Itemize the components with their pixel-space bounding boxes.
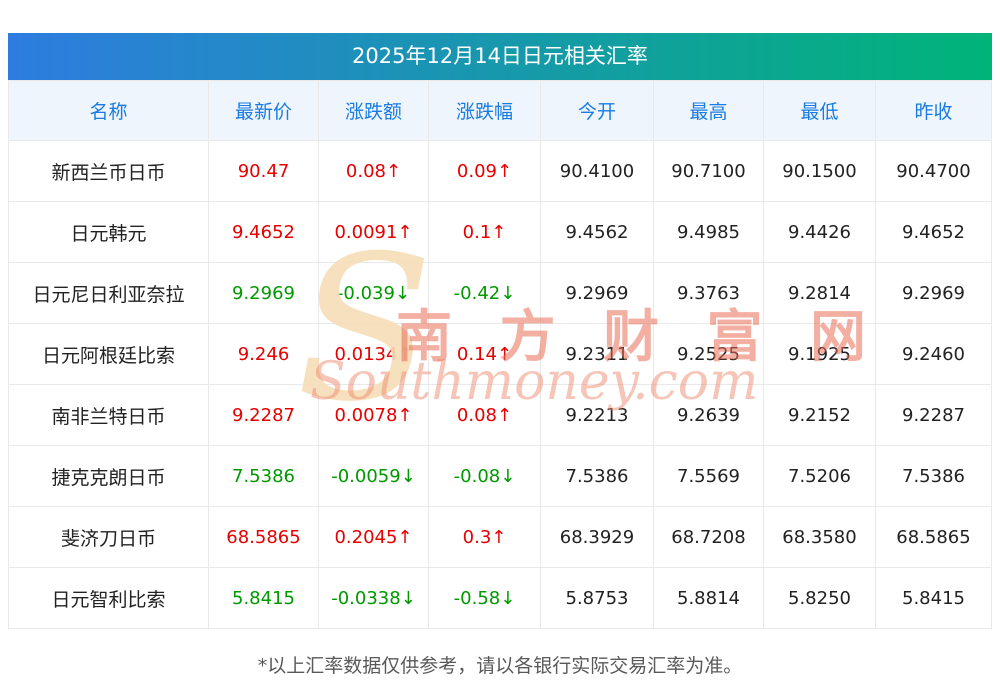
table-row: 斐济刀日币 68.5865 0.2045↑ 0.3↑ 68.3929 68.7208 68.…: [8, 506, 992, 568]
table-row: 日元阿根廷比索 9.246 0.0134↑ 0.14↑ 9.2311 9.2525 9.19…: [8, 323, 992, 385]
value-cell: 9.2287: [208, 384, 319, 446]
currency-name: 日元韩元: [8, 201, 209, 263]
value-cell: 90.1500: [763, 140, 876, 202]
column-header-7: 昨收: [875, 80, 992, 141]
value-cell: 9.4562: [540, 201, 654, 263]
value-cell: 7.5386: [875, 445, 992, 507]
value-cell: 0.14↑: [428, 323, 541, 385]
currency-name: 新西兰币日币: [8, 140, 209, 202]
value-cell: -0.08↓: [428, 445, 541, 507]
value-cell: 90.7100: [653, 140, 764, 202]
value-cell: 9.2213: [540, 384, 654, 446]
table-header-row: 名称 最新价 涨跌额 涨跌幅 今开 最高 最低 昨收: [8, 80, 992, 141]
value-cell: -0.58↓: [428, 567, 541, 629]
value-cell: 90.47: [208, 140, 319, 202]
value-cell: 5.8753: [540, 567, 654, 629]
currency-name: 日元阿根廷比索: [8, 323, 209, 385]
rates-table-wrap: 名称 最新价 涨跌额 涨跌幅 今开 最高 最低 昨收 新西兰币日币 90.47 0.08↑ 0.09…: [8, 80, 992, 629]
value-cell: 68.3929: [540, 506, 654, 568]
column-header-5: 最高: [653, 80, 764, 141]
column-header-3: 涨跌幅: [428, 80, 541, 141]
column-header-4: 今开: [540, 80, 654, 141]
value-cell: 9.2460: [875, 323, 992, 385]
value-cell: 5.8814: [653, 567, 764, 629]
value-cell: 9.1925: [763, 323, 876, 385]
table-row: 新西兰币日币 90.47 0.08↑ 0.09↑ 90.4100 90.7100 90.15…: [8, 140, 992, 202]
value-cell: 0.08↑: [428, 384, 541, 446]
table-header: 名称 最新价 涨跌额 涨跌幅 今开 最高 最低 昨收: [8, 80, 992, 141]
value-cell: 9.2152: [763, 384, 876, 446]
value-cell: 9.2311: [540, 323, 654, 385]
value-cell: 9.4652: [208, 201, 319, 263]
value-cell: 68.5865: [208, 506, 319, 568]
currency-name: 南非兰特日币: [8, 384, 209, 446]
value-cell: 0.3↑: [428, 506, 541, 568]
value-cell: 7.5386: [540, 445, 654, 507]
page: 2025年12月14日日元相关汇率 名称 最新价 涨跌额 涨跌幅 今开 最高 最低 昨收 新西…: [0, 33, 1000, 697]
table-body: 新西兰币日币 90.47 0.08↑ 0.09↑ 90.4100 90.7100 90.15…: [8, 140, 992, 629]
value-cell: 68.5865: [875, 506, 992, 568]
value-cell: 9.2814: [763, 262, 876, 324]
value-cell: 9.4652: [875, 201, 992, 263]
currency-name: 日元智利比索: [8, 567, 209, 629]
value-cell: 9.4985: [653, 201, 764, 263]
value-cell: 90.4100: [540, 140, 654, 202]
value-cell: -0.039↓: [318, 262, 429, 324]
value-cell: 9.3763: [653, 262, 764, 324]
table-row: 南非兰特日币 9.2287 0.0078↑ 0.08↑ 9.2213 9.2639 9.21…: [8, 384, 992, 446]
table-row: 日元智利比索 5.8415 -0.0338↓ -0.58↓ 5.8753 5.8814 5.…: [8, 567, 992, 629]
table-row: 日元尼日利亚奈拉 9.2969 -0.039↓ -0.42↓ 9.2969 9.3763 9…: [8, 262, 992, 324]
value-cell: 7.5206: [763, 445, 876, 507]
value-cell: 0.0091↑: [318, 201, 429, 263]
value-cell: -0.0338↓: [318, 567, 429, 629]
column-header-0: 名称: [8, 80, 209, 141]
footer-note: *以上汇率数据仅供参考，请以各银行实际交易汇率为准。: [257, 655, 743, 677]
value-cell: 9.2639: [653, 384, 764, 446]
value-cell: 5.8415: [875, 567, 992, 629]
value-cell: 0.08↑: [318, 140, 429, 202]
value-cell: 9.2969: [875, 262, 992, 324]
value-cell: 9.2287: [875, 384, 992, 446]
table-row: 日元韩元 9.4652 0.0091↑ 0.1↑ 9.4562 9.4985 9.4426 9…: [8, 201, 992, 263]
value-cell: 9.2969: [208, 262, 319, 324]
value-cell: 9.4426: [763, 201, 876, 263]
value-cell: 0.0078↑: [318, 384, 429, 446]
value-cell: 90.4700: [875, 140, 992, 202]
page-title: 2025年12月14日日元相关汇率: [8, 33, 992, 80]
value-cell: 0.09↑: [428, 140, 541, 202]
column-header-6: 最低: [763, 80, 876, 141]
value-cell: 0.0134↑: [318, 323, 429, 385]
value-cell: 0.2045↑: [318, 506, 429, 568]
value-cell: 9.246: [208, 323, 319, 385]
value-cell: 68.7208: [653, 506, 764, 568]
currency-name: 捷克克朗日币: [8, 445, 209, 507]
value-cell: 5.8250: [763, 567, 876, 629]
currency-name: 斐济刀日币: [8, 506, 209, 568]
column-header-2: 涨跌额: [318, 80, 429, 141]
value-cell: -0.0059↓: [318, 445, 429, 507]
value-cell: 68.3580: [763, 506, 876, 568]
column-header-1: 最新价: [208, 80, 319, 141]
value-cell: 0.1↑: [428, 201, 541, 263]
value-cell: 9.2969: [540, 262, 654, 324]
value-cell: -0.42↓: [428, 262, 541, 324]
rates-table: 名称 最新价 涨跌额 涨跌幅 今开 最高 最低 昨收 新西兰币日币 90.47 0.08↑ 0.09…: [8, 80, 992, 629]
value-cell: 5.8415: [208, 567, 319, 629]
table-row: 捷克克朗日币 7.5386 -0.0059↓ -0.08↓ 7.5386 7.5569 7.…: [8, 445, 992, 507]
value-cell: 9.2525: [653, 323, 764, 385]
value-cell: 7.5386: [208, 445, 319, 507]
currency-name: 日元尼日利亚奈拉: [8, 262, 209, 324]
value-cell: 7.5569: [653, 445, 764, 507]
